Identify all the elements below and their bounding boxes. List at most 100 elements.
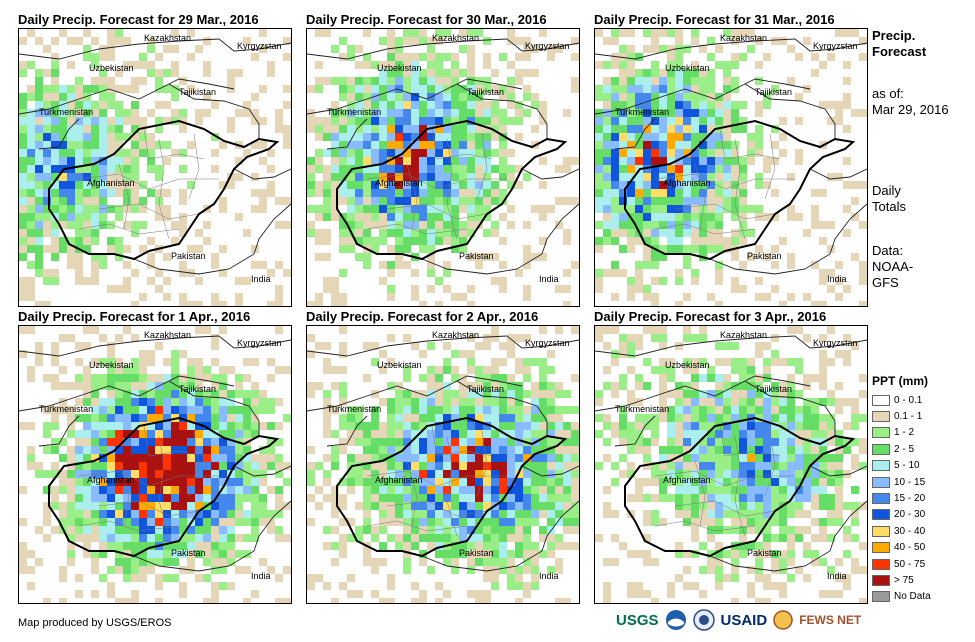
country-label-uzbekistan: Uzbekistan xyxy=(89,360,134,370)
precip-map-svg: Kazakhstan Kyrgyzstan Uzbekistan Tajikistan… xyxy=(19,29,291,306)
afghanistan-border xyxy=(48,119,280,261)
country-border xyxy=(456,380,548,436)
country-label-tajikistan: Tajikistan xyxy=(179,87,216,97)
legend-label: 15 - 20 xyxy=(894,493,926,505)
country-label-turkmenistan: Turkmenistan xyxy=(39,107,93,117)
country-label-india: India xyxy=(251,571,271,581)
country-border xyxy=(809,168,867,180)
country-label-kyrgyzstan: Kyrgyzstan xyxy=(525,338,570,348)
legend-swatch xyxy=(872,493,890,505)
country-border xyxy=(595,375,811,412)
country-border xyxy=(19,38,220,60)
country-label-tajikistan: Tajikistan xyxy=(467,384,504,394)
country-label-tajikistan: Tajikistan xyxy=(755,87,792,97)
country-border xyxy=(307,335,508,357)
country-border xyxy=(326,415,368,447)
country-label-kyrgyzstan: Kyrgyzstan xyxy=(525,41,570,51)
legend-swatch xyxy=(872,427,890,439)
precip-grid xyxy=(307,326,579,603)
country-label-afghanistan: Afghanistan xyxy=(87,178,135,188)
district-border xyxy=(366,520,468,532)
data-source: Data: NOAA- GFS xyxy=(872,243,914,290)
legend-item: 40 - 50 xyxy=(872,540,931,556)
district-border xyxy=(118,163,130,230)
legend-swatch xyxy=(872,558,890,570)
district-border xyxy=(719,128,781,160)
country-label-india: India xyxy=(827,571,847,581)
country-border xyxy=(38,118,80,150)
country-label-afghanistan: Afghanistan xyxy=(663,178,711,188)
district-border xyxy=(734,138,746,240)
country-border xyxy=(595,38,796,60)
legend-label: 40 - 50 xyxy=(894,542,926,554)
legend-item: 30 - 40 xyxy=(872,523,931,539)
district-border xyxy=(98,203,200,220)
country-border xyxy=(521,168,579,180)
afghanistan-border xyxy=(336,416,568,558)
district-border xyxy=(654,470,795,487)
legend-swatch xyxy=(872,591,890,603)
legend-label: 20 - 30 xyxy=(894,509,926,521)
usgs-logo: USGS xyxy=(616,611,659,629)
district-border xyxy=(78,173,219,190)
legend-item: > 75 xyxy=(872,572,931,588)
district-border xyxy=(654,223,756,235)
country-label-pakistan: Pakistan xyxy=(171,251,206,261)
legend-item: 0.1 - 1 xyxy=(872,408,931,424)
country-border xyxy=(794,335,867,349)
country-label-turkmenistan: Turkmenistan xyxy=(327,107,381,117)
precip-map-svg: Kazakhstan Kyrgyzstan Uzbekistan Tajikistan… xyxy=(595,29,867,306)
as-of-date: as of: Mar 29, 2016 xyxy=(872,86,949,117)
legend-item: 2 - 5 xyxy=(872,441,931,457)
legend-heading: Precip. Forecast xyxy=(872,28,927,59)
legend-item: 0 - 0.1 xyxy=(872,392,931,408)
afghanistan-border xyxy=(48,416,280,558)
country-label-kyrgyzstan: Kyrgyzstan xyxy=(813,338,858,348)
country-label-india: India xyxy=(539,571,559,581)
district-border xyxy=(654,520,756,532)
country-label-uzbekistan: Uzbekistan xyxy=(377,63,422,73)
country-border xyxy=(168,380,260,436)
country-label-pakistan: Pakistan xyxy=(747,251,782,261)
country-label-afghanistan: Afghanistan xyxy=(375,475,423,485)
legend-label: 0.1 - 1 xyxy=(894,411,923,423)
dos-seal-icon xyxy=(692,609,715,631)
country-border xyxy=(744,83,836,139)
country-label-kazakhstan: Kazakhstan xyxy=(144,330,191,340)
district-border xyxy=(476,133,488,200)
country-border xyxy=(614,415,656,447)
legend-swatch xyxy=(872,394,890,406)
afghanistan-border xyxy=(336,119,568,261)
district-border xyxy=(476,430,488,497)
country-label-uzbekistan: Uzbekistan xyxy=(665,360,710,370)
district-border xyxy=(386,500,488,517)
precip-map: Kazakhstan Kyrgyzstan Uzbekistan Tajikistan… xyxy=(18,325,292,604)
district-border xyxy=(143,128,205,160)
precip-grid xyxy=(595,29,867,306)
legend-label: 30 - 40 xyxy=(894,525,926,537)
district-border xyxy=(143,425,205,457)
district-border xyxy=(78,223,180,235)
country-border xyxy=(421,500,579,572)
country-border xyxy=(595,78,811,115)
legend-swatch xyxy=(872,542,890,554)
district-border xyxy=(366,173,507,190)
country-border xyxy=(233,465,291,477)
district-border xyxy=(188,430,200,497)
country-label-kyrgyzstan: Kyrgyzstan xyxy=(237,41,282,51)
precip-map: Kazakhstan Kyrgyzstan Uzbekistan Tajikistan… xyxy=(306,28,580,307)
district-border xyxy=(118,460,130,527)
country-label-kyrgyzstan: Kyrgyzstan xyxy=(237,338,282,348)
country-label-uzbekistan: Uzbekistan xyxy=(377,360,422,370)
country-label-kazakhstan: Kazakhstan xyxy=(144,33,191,43)
country-border xyxy=(794,38,867,52)
district-border xyxy=(694,460,706,527)
legend-label: 50 - 75 xyxy=(894,558,926,570)
country-label-turkmenistan: Turkmenistan xyxy=(327,404,381,414)
legend-swatch xyxy=(872,443,890,455)
district-border xyxy=(158,138,170,240)
country-border xyxy=(307,78,523,115)
fewsnet-logo: FEWS NET xyxy=(799,613,862,627)
precip-map-svg: Kazakhstan Kyrgyzstan Uzbekistan Tajikistan… xyxy=(19,326,291,603)
precip-map-svg: Kazakhstan Kyrgyzstan Uzbekistan Tajikistan… xyxy=(595,326,867,603)
